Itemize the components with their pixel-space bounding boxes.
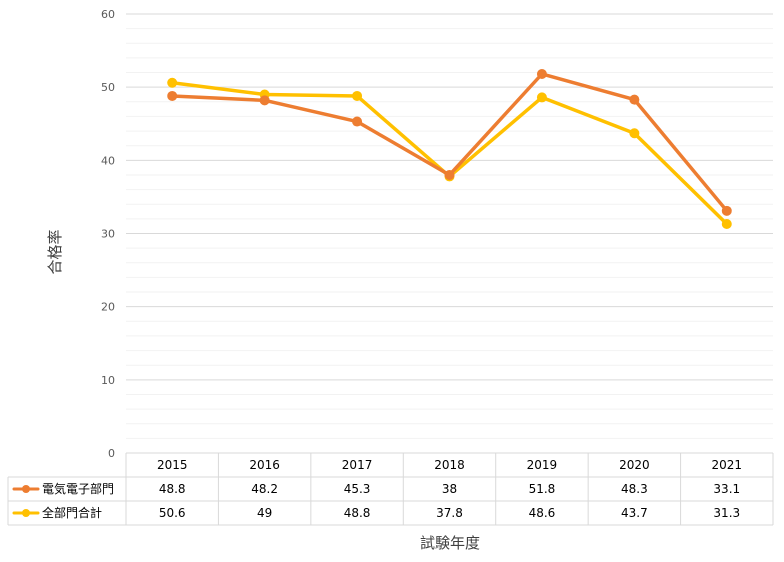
data-point-1-5 [629, 128, 640, 139]
data-point-1-6 [721, 218, 732, 229]
x-tick-label-2019: 2019 [527, 458, 558, 472]
y-tick-label-6: 60 [101, 8, 115, 21]
legend-label-1: 全部門合計 [42, 505, 102, 520]
x-axis-title: 試験年度 [420, 534, 480, 552]
data-point-0-6 [721, 205, 732, 216]
series-line-1 [170, 81, 729, 226]
legend-key-marker [22, 509, 30, 517]
y-tick-label-0: 0 [108, 447, 115, 460]
y-axis-title: 合格率 [46, 229, 64, 274]
data-label-1-1: 49 [257, 506, 272, 520]
data-label-1-2: 48.8 [344, 506, 371, 520]
data-point-0-3 [444, 169, 455, 180]
data-label-1-3: 37.8 [436, 506, 463, 520]
data-label-1-5: 43.7 [621, 506, 648, 520]
y-tick-label-5: 50 [101, 81, 115, 94]
series-layer [167, 68, 732, 229]
legend-key-marker [22, 485, 30, 493]
x-tick-label-2016: 2016 [249, 458, 280, 472]
data-label-1-0: 50.6 [159, 506, 186, 520]
data-point-0-2 [352, 116, 363, 127]
data-label-0-4: 51.8 [529, 482, 556, 496]
x-tick-label-2017: 2017 [342, 458, 373, 472]
data-point-0-4 [536, 68, 547, 79]
y-tick-label-1: 10 [101, 374, 115, 387]
y-tick-label-4: 40 [101, 154, 115, 167]
data-point-0-5 [629, 94, 640, 105]
x-tick-label-2015: 2015 [157, 458, 188, 472]
legend-label-0: 電気電子部門 [42, 481, 114, 496]
data-point-1-0 [167, 77, 178, 88]
data-label-1-6: 31.3 [713, 506, 740, 520]
data-point-1-4 [536, 92, 547, 103]
text-layer: 合格率 試験年度 [46, 229, 480, 552]
data-point-1-2 [352, 90, 363, 101]
y-tick-label-2: 20 [101, 301, 115, 314]
grid-layer: 0 10 20 30 40 50 60 [101, 8, 773, 460]
data-point-0-0 [167, 90, 178, 101]
x-tick-label-2018: 2018 [434, 458, 465, 472]
data-label-1-4: 48.6 [529, 506, 556, 520]
data-label-0-3: 38 [442, 482, 457, 496]
x-tick-label-2020: 2020 [619, 458, 650, 472]
data-label-0-0: 48.8 [159, 482, 186, 496]
data-point-0-1 [259, 95, 270, 106]
data-label-0-2: 45.3 [344, 482, 371, 496]
data-label-0-6: 33.1 [713, 482, 740, 496]
data-table: 2015 2016 2017 2018 2019 2020 2021 電気電子部門 48.8 48… [7, 452, 774, 526]
x-tick-label-2021: 2021 [712, 458, 743, 472]
y-tick-label-3: 30 [101, 228, 115, 241]
data-label-0-5: 48.3 [621, 482, 648, 496]
data-label-0-1: 48.2 [251, 482, 278, 496]
